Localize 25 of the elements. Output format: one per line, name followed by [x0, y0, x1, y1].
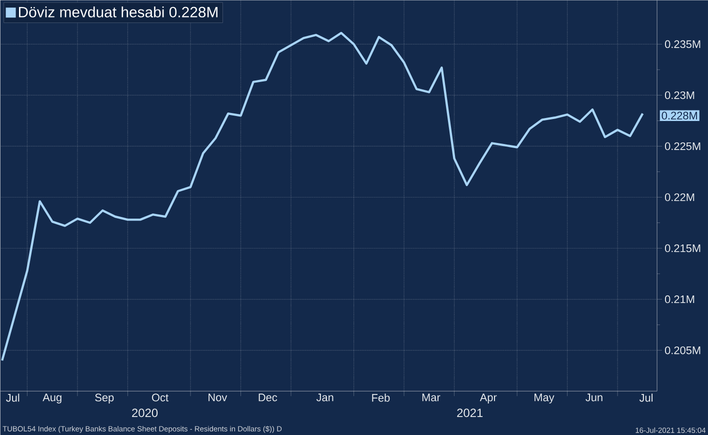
text: 2020	[132, 408, 158, 418]
x-tick-label: Jun	[586, 394, 602, 402]
x-tick-label: Dec	[258, 394, 278, 402]
y-tick-label: 0.205M	[664, 346, 700, 354]
x-tick-label: Oct	[152, 394, 168, 402]
y-tick-label: 0.23M	[664, 91, 694, 100]
annotation: 0.228M	[662, 112, 697, 120]
y-tick-label: 0.225M	[664, 142, 700, 150]
x-tick-label: May	[534, 394, 554, 404]
x-tick-label: Jul	[639, 394, 653, 402]
x-tick-label: Jul	[6, 394, 20, 402]
x-tick-label: Feb	[372, 394, 390, 402]
y-tick-label: 0.22M	[664, 193, 694, 202]
x-tick-label: Apr	[480, 394, 497, 404]
x-tick-label: Sep	[95, 394, 114, 404]
x-tick-label: Jan	[316, 394, 334, 402]
legend-label: Döviz mevduat hesabi 0.228M	[19, 6, 218, 18]
y-tick-label: 0.215M	[664, 244, 700, 252]
y-tick-label: 0.235M	[664, 40, 700, 48]
line-series	[1, 32, 644, 362]
text: 2021	[457, 408, 483, 418]
y-tick-label: 0.21M	[664, 295, 694, 304]
x-tick-label: Mar	[422, 394, 440, 402]
x-tick-label: Nov	[208, 394, 228, 402]
x-tick-label: Aug	[42, 394, 62, 404]
